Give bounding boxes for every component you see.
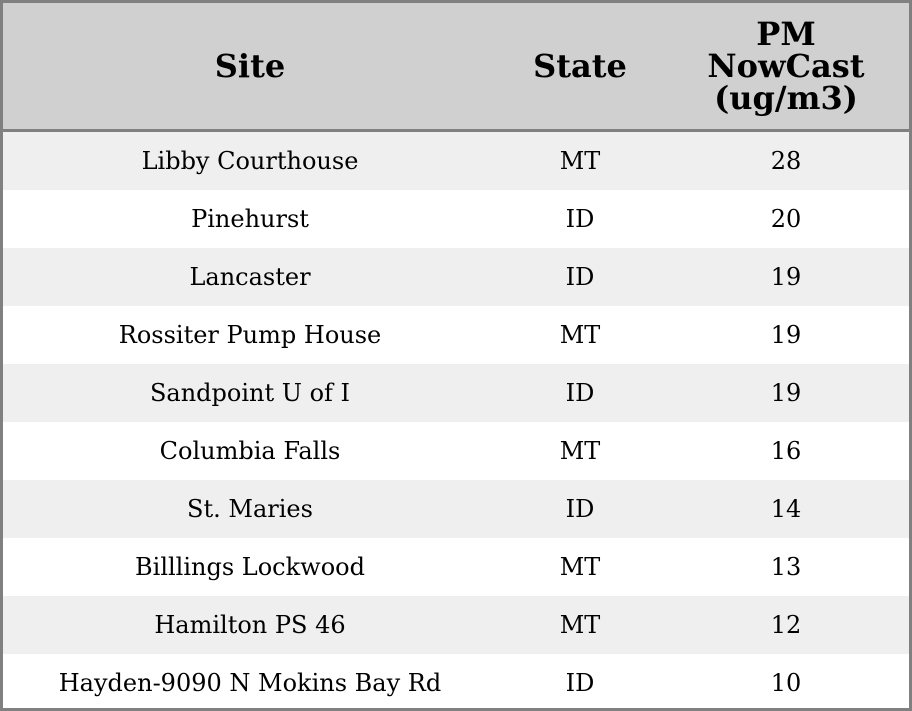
header-line: NowCast (707, 47, 865, 85)
header-line: PM (756, 15, 816, 53)
state-cell: ID (497, 480, 663, 538)
pm-value-cell: 16 (770, 437, 802, 465)
table-row: Columbia Falls MT 16 (3, 422, 909, 480)
table-row: Libby Courthouse MT 28 (3, 130, 909, 190)
table-row: Billlings Lockwood MT 13 (3, 538, 909, 596)
table-body: Libby Courthouse MT 28 Pinehurst ID 20 Lancast… (3, 130, 909, 709)
pm-value-cell: 20 (770, 205, 802, 233)
site-cell: Hamilton PS 46 (3, 596, 497, 654)
table-row: Hamilton PS 46 MT 12 (3, 596, 909, 654)
table-row: Lancaster ID 19 (3, 248, 909, 306)
pm-value-cell: 19 (663, 248, 909, 306)
site-cell: Hayden-9090 N Mokins Bay Rd (58, 669, 442, 697)
site-cell: St. Maries (3, 480, 497, 538)
site-cell: Lancaster (3, 248, 497, 306)
pm-value-cell: 19 (770, 321, 802, 349)
site-cell: Rossiter Pump House (118, 321, 382, 349)
table-row: Sandpoint U of I ID 19 (3, 364, 909, 422)
table-row: Rossiter Pump House MT 19 (3, 306, 909, 364)
header-line: (ug/m3) (714, 79, 858, 117)
table-row: Pinehurst ID 20 (3, 190, 909, 248)
header-state: State (497, 3, 663, 132)
table-row: St. Maries ID 14 (3, 480, 909, 538)
header-pm-nowcast: PM NowCast (ug/m3) (663, 3, 909, 132)
site-cell: Columbia Falls (159, 437, 341, 465)
state-cell: ID (565, 669, 595, 697)
pm-value-cell: 13 (770, 553, 802, 581)
pm-value-cell: 28 (663, 130, 909, 190)
header-site: Site (3, 3, 497, 132)
pm-value-cell: 14 (663, 480, 909, 538)
pm-value-cell: 12 (663, 596, 909, 654)
state-cell: MT (497, 596, 663, 654)
state-cell: ID (497, 364, 663, 422)
pm-value-cell: 19 (663, 364, 909, 422)
header-row: Site State PM NowCast (ug/m3) (3, 3, 909, 132)
state-cell: MT (559, 437, 601, 465)
state-cell: MT (559, 321, 601, 349)
state-cell: ID (497, 248, 663, 306)
site-cell: Sandpoint U of I (3, 364, 497, 422)
state-cell: MT (559, 553, 601, 581)
state-cell: MT (497, 130, 663, 190)
site-cell: Billlings Lockwood (135, 553, 365, 581)
site-cell: Pinehurst (191, 205, 309, 233)
pm-nowcast-table: Site State PM NowCast (ug/m3) Libby Courth… (3, 3, 909, 709)
site-cell: Libby Courthouse (3, 130, 497, 190)
state-cell: ID (565, 205, 595, 233)
table-row: Hayden-9090 N Mokins Bay Rd ID 10 (3, 654, 909, 708)
pm-value-cell: 10 (770, 669, 802, 697)
